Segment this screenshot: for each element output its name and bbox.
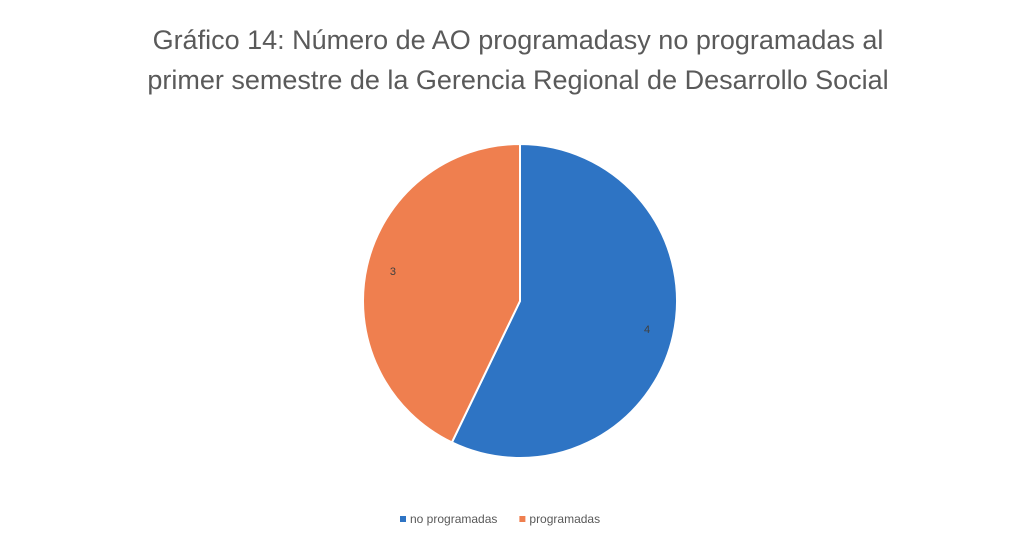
chart-title: primer semestre de la Gerencia Regional … [147, 65, 888, 95]
chart-title: Gráfico 14: Número de AO programadasy no… [153, 25, 884, 55]
legend-marker [519, 516, 526, 522]
pie-slice [362, 142, 521, 444]
pie-slice [450, 142, 678, 459]
data-label: 3 [390, 266, 396, 278]
legend-label: programadas [529, 512, 600, 526]
data-label: 4 [644, 324, 650, 336]
legend-label: no programadas [410, 512, 497, 526]
legend-marker [400, 516, 406, 522]
